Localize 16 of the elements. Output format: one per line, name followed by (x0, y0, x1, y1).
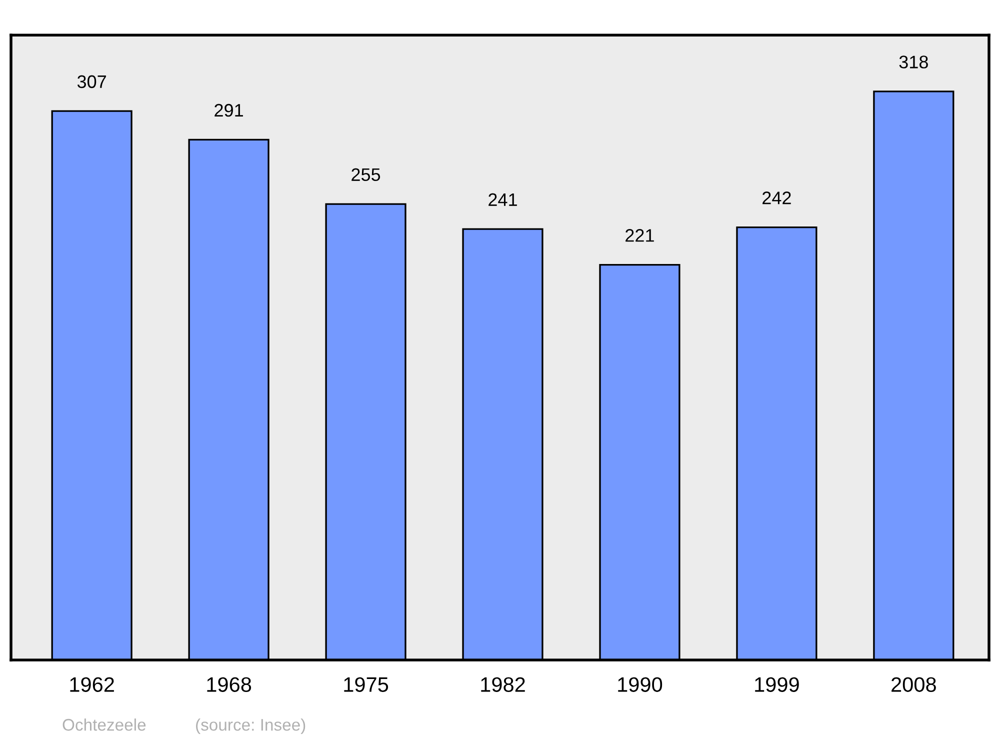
data-label: 291 (214, 104, 243, 117)
data-label: 241 (488, 193, 517, 206)
text: (source: Insee) (196, 718, 306, 734)
x-tick-label: 1968 (207, 677, 252, 692)
x-tick-label: 1962 (70, 677, 114, 692)
x-tick-label: 1990 (618, 677, 662, 692)
x-tick-label: 2008 (892, 677, 936, 692)
data-label: 221 (626, 229, 654, 242)
x-tick-label: 1999 (755, 677, 799, 692)
x-tick-label: 1982 (481, 677, 525, 692)
data-label: 255 (352, 168, 380, 182)
data-label: 318 (899, 56, 928, 68)
data-label: 307 (77, 75, 106, 88)
data-label: 242 (762, 192, 791, 204)
text: Ochtezeele (62, 718, 146, 731)
x-tick-label: 1975 (344, 677, 388, 692)
